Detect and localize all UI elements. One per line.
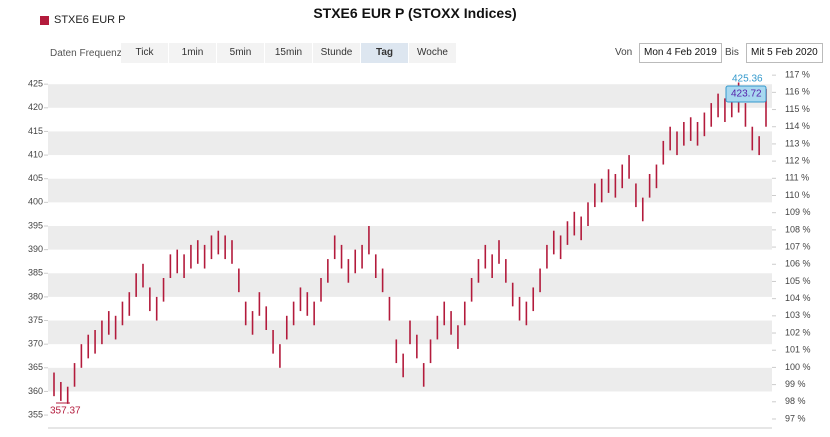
y-tick-label: 380 [28, 291, 43, 301]
y-tick-label: 390 [28, 244, 43, 254]
y-tick-label: 370 [28, 339, 43, 349]
y-tick-label: 365 [28, 362, 43, 372]
last-price-label: 423.72 [731, 89, 762, 100]
y2-tick-label: 110 % [785, 190, 810, 200]
y-tick-label: 385 [28, 268, 43, 278]
grid-band [48, 225, 772, 250]
y-tick-label: 415 [28, 126, 43, 136]
y2-tick-label: 116 % [785, 87, 810, 97]
max-label: 425.36 [732, 74, 763, 85]
from-date[interactable]: Mon 4 Feb 2019 [639, 43, 722, 63]
y2-tick-label: 100 % [785, 362, 811, 372]
y2-tick-label: 114 % [785, 121, 810, 131]
chart-title: STXE6 EUR P (STOXX Indices) [313, 5, 517, 21]
y-tick-label: 405 [28, 173, 43, 183]
y-tick-label: 410 [28, 149, 43, 159]
grid-band [48, 131, 772, 156]
frequency-button[interactable]: 5min [217, 43, 264, 63]
last-price-box [725, 85, 767, 103]
y2-tick-label: 103 % [785, 310, 811, 320]
y2-tick-label: 106 % [785, 259, 811, 269]
y2-tick-label: 102 % [785, 327, 811, 337]
frequency-button[interactable]: Tick [121, 43, 168, 63]
y-tick-label: 360 [28, 386, 43, 396]
frequency-button[interactable]: Tag [361, 43, 408, 63]
to-label: Bis [725, 47, 739, 58]
y-tick-label: 400 [28, 197, 43, 207]
grid-band [48, 178, 772, 203]
from-label: Von [615, 47, 633, 58]
frequency-button[interactable]: Stunde [313, 43, 360, 63]
y-tick-label: 420 [28, 102, 43, 112]
frequency-button[interactable]: 15min [265, 43, 312, 63]
frequency-button[interactable]: Woche [409, 43, 456, 63]
y2-tick-label: 107 % [785, 241, 811, 251]
legend-swatch [40, 15, 49, 25]
y2-tick-label: 115 % [785, 104, 810, 114]
y2-tick-label: 99 % [785, 379, 806, 389]
y2-tick-label: 111 % [785, 173, 809, 183]
grid-band [48, 367, 772, 392]
y2-tick-label: 104 % [785, 293, 811, 303]
frequency-buttons: Tick 1min 5min 15min Stunde Tag Woche [121, 43, 457, 63]
y2-tick-label: 113 % [785, 138, 810, 148]
y2-tick-label: 112 % [785, 155, 810, 165]
y2-tick-label: 97 % [785, 413, 806, 423]
frequency-button[interactable]: 1min [169, 43, 216, 63]
y2-tick-label: 109 % [785, 207, 811, 217]
y2-tick-label: 105 % [785, 276, 811, 286]
to-date[interactable]: Mit 5 Feb 2020 [746, 43, 823, 63]
grid-band [48, 273, 772, 297]
y-tick-label: 355 [28, 409, 43, 419]
y2-tick-label: 101 % [785, 345, 811, 355]
y-tick-label: 375 [28, 315, 43, 325]
y-tick-label: 425 [28, 79, 43, 89]
y2-tick-label: 108 % [785, 224, 811, 234]
min-label: 357.37 [50, 406, 81, 417]
y2-tick-label: 117 % [785, 70, 810, 80]
grid-band [48, 84, 772, 108]
legend-label: STXE6 EUR P [54, 14, 126, 26]
y2-tick-label: 98 % [785, 396, 806, 406]
frequency-label: Daten Frequenz [50, 48, 122, 59]
y-tick-label: 395 [28, 220, 43, 230]
legend: STXE6 EUR P [40, 14, 126, 26]
